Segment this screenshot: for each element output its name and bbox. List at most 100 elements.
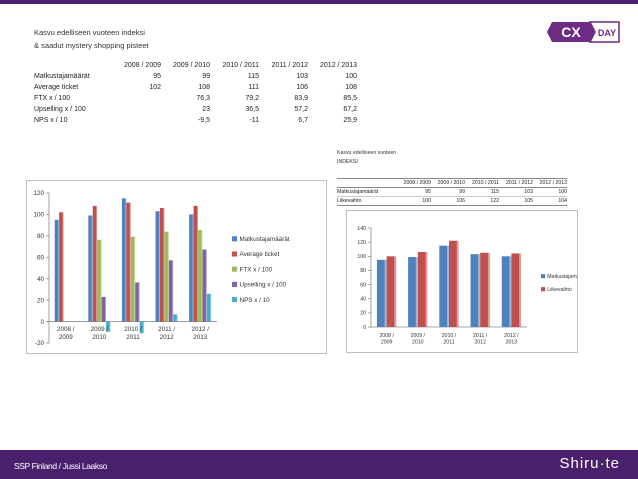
- bar: [101, 296, 106, 322]
- table-header-cell: [337, 178, 397, 188]
- bar-shade: [167, 231, 169, 322]
- bar-shade: [138, 282, 140, 322]
- bar: [480, 252, 488, 327]
- bar: [155, 211, 160, 322]
- bar-shade: [205, 249, 207, 322]
- legend-label: FTX x / 100: [240, 266, 273, 273]
- bar: [168, 260, 173, 322]
- table-header-cell: [34, 60, 112, 71]
- x-tick-label: 2013: [193, 334, 208, 341]
- bar-shade: [197, 205, 198, 322]
- y-tick-label: -20: [35, 340, 45, 347]
- table-cell: Liikevaihto: [337, 198, 362, 204]
- bar-shade: [172, 260, 174, 322]
- table-cell: [112, 93, 161, 104]
- legend-swatch: [232, 281, 238, 287]
- table-cell: 76,3: [196, 95, 210, 102]
- x-tick-label: 2009 /: [411, 333, 426, 339]
- index-table-title: Kasvu edelliseen vuoteen INDEKSI: [337, 149, 396, 166]
- table-cell: 111: [248, 84, 259, 91]
- logo-word: DAY: [598, 28, 616, 38]
- table-header-cell: 2010 / 2011: [465, 178, 499, 188]
- bar: [511, 253, 520, 327]
- bar-shade: [58, 219, 60, 322]
- table-cell: 57,2: [294, 106, 308, 113]
- y-tick-label: 120: [33, 190, 44, 197]
- x-tick-label: 2008 /: [57, 326, 75, 333]
- x-tick-label: 2012: [160, 334, 175, 341]
- x-tick-label: 2010: [92, 334, 107, 341]
- y-tick-label: 20: [37, 297, 45, 304]
- table-cell: 108: [345, 84, 357, 91]
- index-title-line1: Kasvu edelliseen vuoteen: [337, 150, 397, 156]
- y-tick-label: 80: [37, 233, 45, 240]
- table-cell: 100: [345, 73, 357, 80]
- bar: [121, 198, 126, 322]
- table-cell: 115: [465, 187, 499, 197]
- x-tick-label: 2011 /: [473, 333, 488, 339]
- bar-shade: [143, 321, 145, 334]
- table-cell: [112, 104, 161, 115]
- table-cell: 99: [431, 187, 465, 197]
- cx-day-logo: CX DAY: [547, 21, 620, 43]
- legend-swatch: [541, 274, 546, 279]
- table-cell: 23: [202, 106, 210, 113]
- y-tick-label: 60: [360, 282, 366, 288]
- y-tick-label: 40: [37, 276, 45, 283]
- table-cell: Matkustajamäärät: [34, 73, 90, 80]
- bar: [193, 205, 198, 322]
- x-tick-label: 2010 /: [442, 333, 457, 339]
- x-tick-label: 2011: [126, 334, 140, 341]
- bar-shade: [192, 214, 194, 322]
- footer-bar: SSP Finland / Jussi Laakso Shiru·te: [0, 450, 638, 479]
- legend-swatch: [232, 297, 238, 303]
- x-tick-label: 2009: [59, 334, 74, 341]
- table-cell: 36,5: [245, 106, 259, 113]
- table-row: Liikevaihto 100 106 122 105 104: [337, 197, 567, 206]
- bar: [88, 215, 92, 322]
- x-tick-label: 2008 /: [379, 333, 394, 339]
- kpi-table: 2008 / 2009 2009 / 2010 2010 / 2011 2011…: [34, 60, 357, 126]
- bar-shade: [105, 296, 107, 322]
- bar: [417, 252, 426, 327]
- slide-title-line2: & saadut mystery shopping pisteet: [34, 41, 149, 50]
- table-header-cell: 2012 / 2013: [320, 62, 357, 69]
- y-tick-label: 80: [360, 268, 366, 274]
- legend-swatch: [232, 236, 238, 242]
- table-header-cell: 2011 / 2012: [271, 62, 308, 69]
- y-tick-label: 0: [363, 325, 366, 331]
- bar: [130, 236, 135, 322]
- table-cell: 95: [153, 73, 161, 80]
- table-cell: 122: [490, 198, 499, 204]
- bar-shade: [487, 252, 490, 327]
- footer-credit: SSP Finland / Jussi Laakso: [14, 461, 107, 471]
- y-tick-label: 140: [357, 226, 366, 232]
- bar: [449, 240, 457, 327]
- table-header-cell: 2009 / 2010: [173, 62, 210, 69]
- table-cell: 108: [198, 84, 210, 91]
- bar: [501, 256, 510, 327]
- y-tick-label: 100: [33, 212, 44, 219]
- bar-shade: [125, 198, 127, 322]
- y-tick-label: 100: [357, 254, 366, 260]
- x-tick-label: 2009 /: [91, 326, 109, 333]
- table-cell: 106: [296, 84, 308, 91]
- table-header-cell: 2010 / 2011: [222, 62, 259, 69]
- table-cell: 95: [397, 187, 431, 197]
- bar-shade: [176, 314, 178, 322]
- bar-shade: [96, 205, 98, 322]
- bar-shade: [109, 321, 111, 332]
- bar-shade: [456, 240, 459, 327]
- bar: [408, 256, 416, 327]
- bar-shade: [163, 208, 165, 322]
- table-row: NPS x / 10 -9,5 -11 6,7 25,9: [34, 115, 357, 126]
- legend-swatch: [541, 287, 546, 292]
- footer-brand-logo: Shiru·te: [559, 455, 620, 472]
- logo-mark: CX: [561, 24, 581, 40]
- legend-swatch: [232, 266, 238, 272]
- table-header-row: 2008 / 2009 2009 / 2010 2010 / 2011 2011…: [337, 178, 567, 188]
- x-tick-label: 2012: [474, 340, 486, 346]
- table-cell: [112, 115, 161, 126]
- bar-shade: [201, 229, 203, 322]
- bar-shade: [134, 236, 136, 322]
